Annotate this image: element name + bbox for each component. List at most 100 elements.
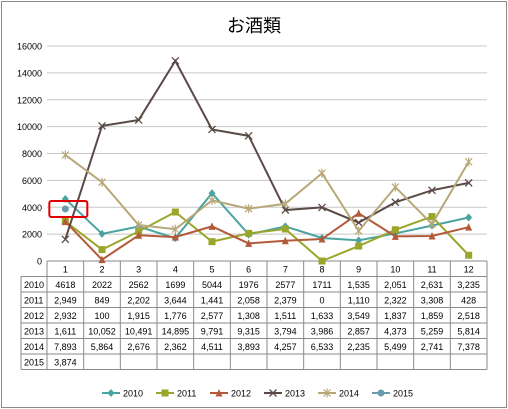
point-2011-8 (318, 257, 326, 265)
table-cell-2012-8: 1,633 (311, 311, 334, 321)
point-2012-12 (465, 223, 473, 231)
table-cell-2012-7: 1,511 (274, 311, 296, 321)
legend-item-2012: 2012 (210, 389, 251, 399)
table-cell-2012-9: 3,549 (347, 311, 370, 321)
point-2013-6 (244, 131, 253, 140)
table-cell-2012-1: 2,932 (54, 311, 77, 321)
y-tick-label-6000: 6000 (22, 176, 42, 186)
legend-label-2012: 2012 (231, 389, 251, 399)
table-cell-2011-5: 1,441 (201, 296, 224, 306)
y-tick-label-8000: 8000 (22, 149, 42, 159)
point-2012-3 (135, 231, 143, 239)
table-cell-2011-7: 2,379 (274, 296, 297, 306)
table-cell-2010-12: 3,235 (457, 280, 480, 290)
table-cell-2010-1: 4618 (55, 280, 75, 290)
point-2012-1 (61, 217, 69, 226)
point-2013-3-b (134, 116, 143, 124)
point-2014-7 (281, 199, 290, 209)
table-row-label-2015: 2015 (24, 358, 44, 368)
point-2013-2-b (98, 121, 106, 130)
point-2011-9 (355, 242, 363, 250)
table-cell-2013-8: 3,986 (311, 327, 334, 337)
point-2013-12-b (464, 178, 473, 187)
table-cell-2013-4: 14,895 (162, 327, 190, 337)
y-tick-label-10000: 10000 (17, 122, 42, 132)
table-row-label-2010: 2010 (24, 280, 44, 290)
x-tick-label-11: 11 (427, 265, 436, 275)
table-cell-2014-9: 2,235 (347, 342, 370, 352)
table-cell-2010-4: 1699 (165, 280, 185, 290)
table-cell-2014-8: 6,533 (311, 342, 334, 352)
table-cell-2013-2: 10,052 (88, 327, 116, 337)
legend-label-2010: 2010 (123, 389, 143, 399)
table-cell-2012-12: 2,518 (457, 311, 480, 321)
legend-swatch-marker-2010 (107, 389, 115, 397)
table-cell-2012-6: 1,308 (237, 311, 260, 321)
table-row-label-2012: 2012 (24, 311, 44, 321)
table-cell-2011-6: 2,058 (237, 296, 260, 306)
point-2013-10 (391, 198, 400, 207)
table-row-label-2014: 2014 (24, 342, 44, 352)
table-cell-2011-10: 2,322 (384, 296, 407, 306)
point-2013-6-b (244, 131, 253, 140)
point-2014-12 (464, 157, 473, 167)
legend-label-2013: 2013 (285, 389, 305, 399)
series-line-2011 (64, 210, 470, 263)
point-2014-4 (171, 224, 180, 234)
legend-label-2014: 2014 (339, 389, 359, 399)
table-cell-2010-2: 2022 (92, 280, 112, 290)
point-2013-7-b (281, 206, 290, 214)
x-tick-label-4: 4 (173, 265, 178, 275)
point-2011-11 (428, 213, 436, 221)
point-2013-4 (171, 56, 180, 65)
table-cell-2013-6: 9,315 (237, 327, 260, 337)
point-2010-9 (355, 236, 363, 245)
table-cell-2010-9: 1,535 (347, 280, 370, 290)
point-2011-5 (208, 238, 216, 246)
y-tick-label-16000: 16000 (17, 42, 42, 52)
y-tick-label-0: 0 (37, 257, 42, 267)
point-2013-11-b (428, 186, 436, 195)
point-2014-2 (98, 177, 106, 187)
table-cell-2012-10: 1,837 (384, 311, 407, 321)
point-2013-7 (281, 206, 290, 214)
table-cell-2010-10: 2,051 (384, 280, 407, 290)
table-cell-2012-2: 100 (94, 311, 109, 321)
table-cell-2013-3: 10,491 (125, 327, 153, 337)
x-tick-label-3: 3 (136, 265, 141, 275)
y-axis: 0 2000 4000 6000 8000 10000 12000 14000 16000 (17, 42, 42, 267)
y-tick-label-12000: 12000 (17, 95, 42, 105)
point-2012-5 (208, 222, 216, 230)
table-cell-2012-11: 1,859 (421, 311, 444, 321)
point-2012-10 (391, 232, 399, 240)
legend-swatch-marker-2011 (161, 389, 169, 397)
point-2012-2 (98, 255, 106, 264)
point-2013-5-b (208, 125, 216, 134)
series-line-2012 (64, 212, 469, 261)
x-tick-label-9: 9 (356, 265, 361, 275)
chart-title: お酒類 (227, 16, 281, 37)
series-line-2014 (64, 154, 470, 233)
legend-swatch-marker-2013 (269, 389, 277, 397)
point-2013-9 (354, 218, 363, 227)
point-2011-10 (391, 226, 399, 234)
point-2013-12 (464, 178, 473, 187)
point-2014-5 (208, 195, 216, 205)
point-2010-12 (465, 213, 473, 222)
table-cell-2011-9: 1,110 (348, 296, 370, 306)
legend-item-2010: 2010 (102, 389, 143, 399)
point-2011-4 (171, 208, 179, 216)
x-tick-label-5: 5 (209, 265, 214, 275)
series-group (61, 56, 473, 265)
legend-swatch-marker-2014 (323, 388, 331, 398)
y-tick-label-4000: 4000 (22, 203, 42, 213)
table-cell-2011-4: 3,644 (164, 296, 187, 306)
gridlines (47, 45, 487, 262)
point-2012-11 (428, 232, 436, 240)
point-2013-1-b (61, 235, 70, 244)
table-cell-2010-11: 2,631 (421, 280, 444, 290)
table-cell-2014-4: 2,362 (164, 342, 187, 352)
legend-label-2015: 2015 (393, 389, 413, 399)
point-2012-8 (318, 235, 326, 243)
point-2012-7 (281, 236, 289, 245)
